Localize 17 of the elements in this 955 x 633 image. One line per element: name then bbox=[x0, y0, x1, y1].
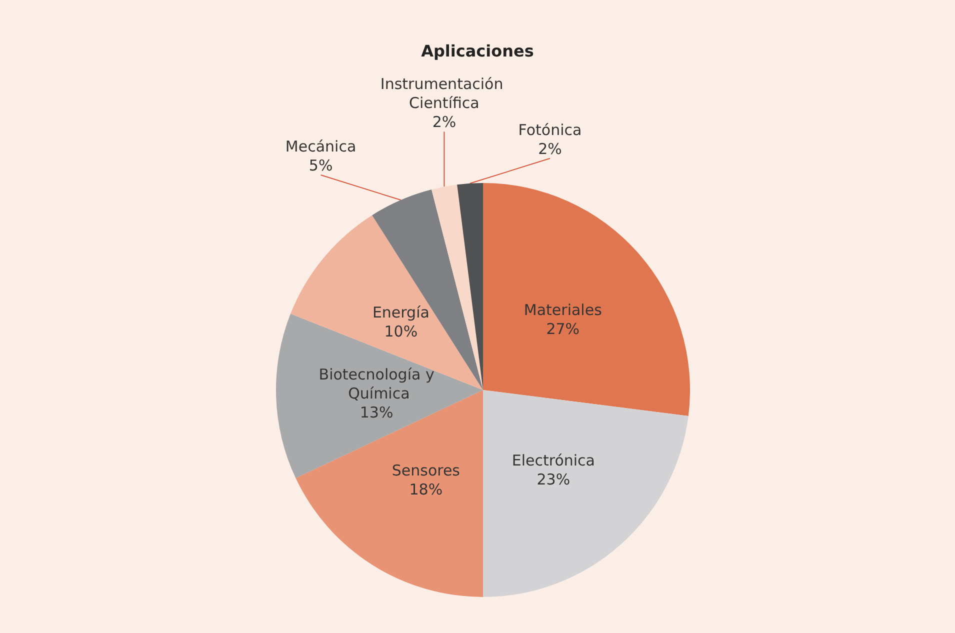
slice-label: Energía bbox=[372, 304, 430, 322]
slice-label: Biotecnología y Química bbox=[318, 365, 434, 402]
data-label: 27% bbox=[546, 320, 580, 338]
data-label: 13% bbox=[360, 403, 394, 422]
data-label: 23% bbox=[536, 470, 570, 488]
slice-label: Sensores bbox=[392, 461, 460, 480]
slice-label: Instrumentación Científica bbox=[380, 75, 508, 112]
data-label: 2% bbox=[432, 113, 456, 132]
data-label: 2% bbox=[538, 140, 562, 158]
slice-label: Electrónica bbox=[512, 451, 595, 470]
data-label: 10% bbox=[384, 322, 418, 341]
slice-label: Mecánica bbox=[285, 138, 356, 156]
data-label: 18% bbox=[409, 480, 443, 498]
chart-title: Aplicaciones bbox=[421, 42, 534, 60]
slice-label: Materiales bbox=[524, 301, 602, 320]
slice-label: Fotónica bbox=[518, 120, 582, 139]
data-label: 5% bbox=[308, 156, 333, 175]
